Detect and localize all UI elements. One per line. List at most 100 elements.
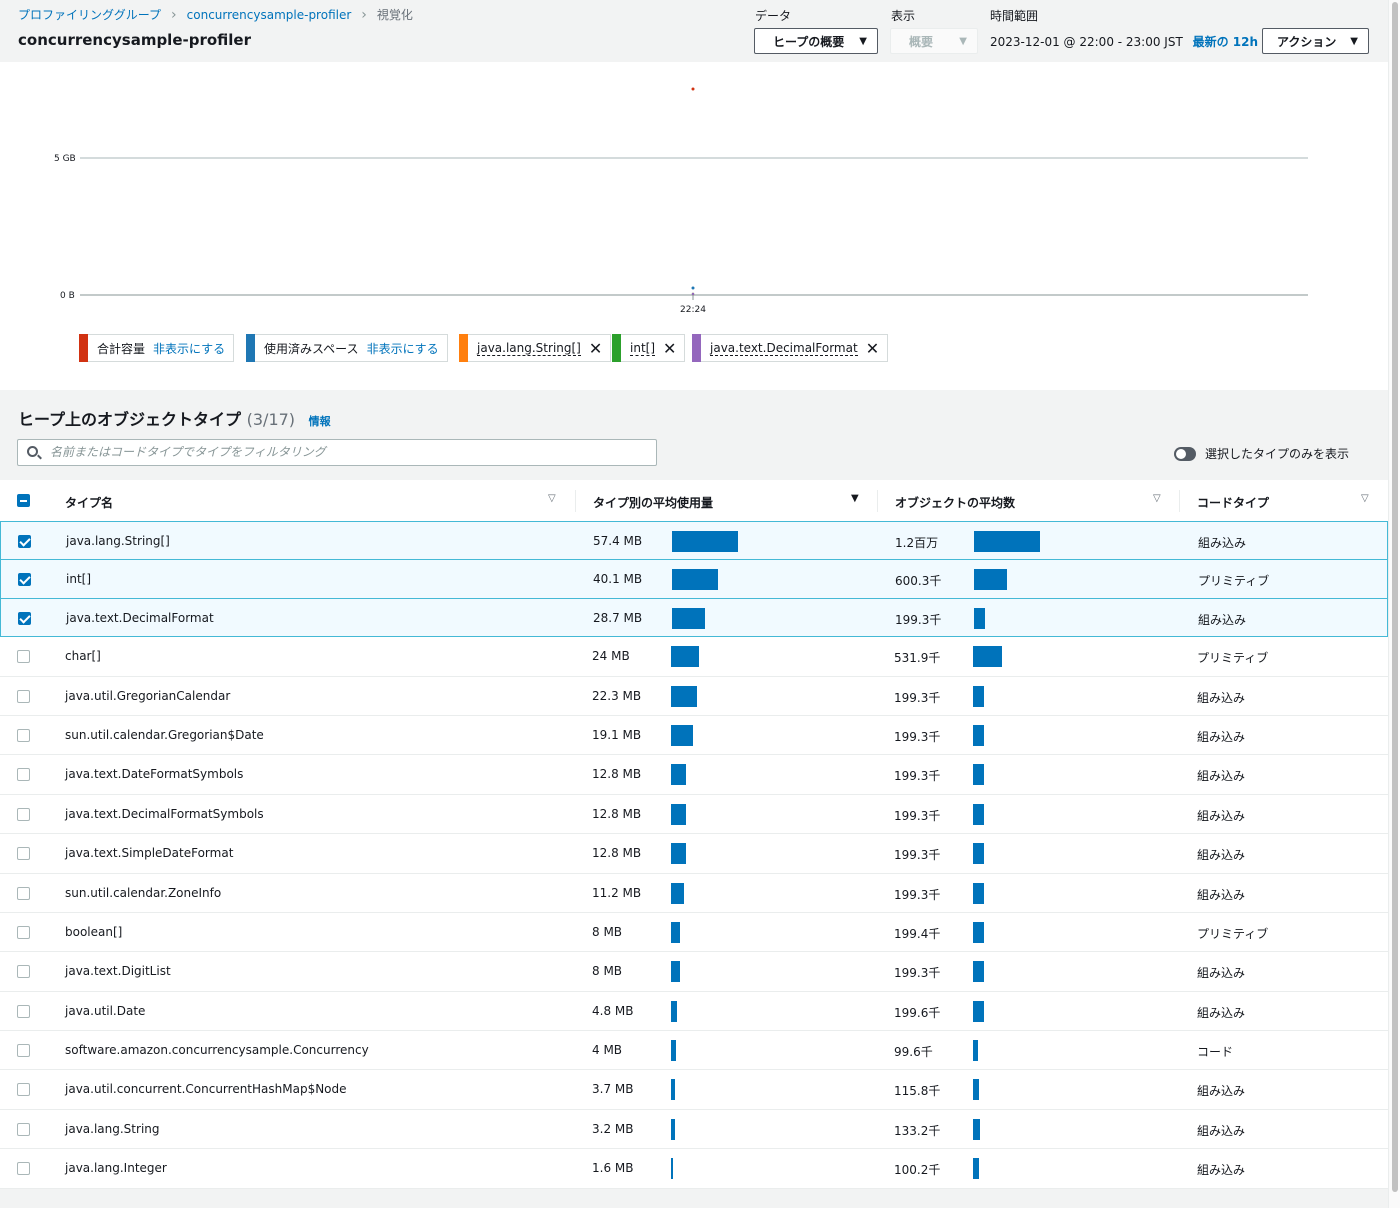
row-checkbox[interactable] bbox=[17, 768, 30, 782]
info-link[interactable]: 情報 bbox=[308, 415, 331, 428]
breadcrumb-chevron-icon: › bbox=[171, 6, 177, 23]
col-header-avg-count[interactable]: オブジェクトの平均数 bbox=[895, 496, 1016, 510]
count-bar bbox=[973, 685, 984, 707]
row-checkbox[interactable] bbox=[17, 728, 30, 742]
table-row[interactable]: boolean[] 8 MB 199.4千 プリミティブ bbox=[0, 913, 1388, 953]
cell-avg-usage: 40.1 MB bbox=[593, 572, 643, 587]
table-row[interactable]: char[] 24 MB 531.9千 プリミティブ bbox=[0, 637, 1388, 677]
close-icon[interactable]: ✕ bbox=[588, 338, 603, 358]
row-checkbox[interactable] bbox=[18, 611, 31, 625]
row-checkbox[interactable] bbox=[18, 535, 31, 548]
row-checkbox[interactable] bbox=[17, 847, 30, 861]
filter-input[interactable]: 名前またはコードタイプでタイプをフィルタリング bbox=[17, 439, 657, 466]
col-header-avg-usage[interactable]: タイプ別の平均使用量 bbox=[593, 496, 714, 510]
action-button[interactable]: アクション ▼ bbox=[1262, 28, 1369, 54]
action-button-label: アクション bbox=[1277, 34, 1337, 49]
table-row[interactable]: sun.util.calendar.ZoneInfo 11.2 MB 199.3千 組… bbox=[0, 874, 1388, 913]
usage-bar bbox=[672, 607, 705, 629]
table-row[interactable]: java.lang.String 3.2 MB 133.2千 組み込み bbox=[0, 1110, 1388, 1150]
table-row[interactable]: java.util.Date 4.8 MB 199.6千 組み込み bbox=[0, 992, 1388, 1032]
cell-avg-usage: 24 MB bbox=[592, 649, 630, 664]
row-checkbox[interactable] bbox=[17, 807, 30, 821]
usage-bar bbox=[671, 882, 684, 904]
breadcrumb-chevron-icon: › bbox=[361, 6, 367, 23]
time-range: 2023-12-01 @ 22:00 - 23:00 JST 最新の 12h ▾ bbox=[990, 33, 1268, 50]
table-row[interactable]: java.util.GregorianCalendar 22.3 MB 199.3千… bbox=[0, 677, 1388, 716]
count-bar bbox=[973, 1040, 978, 1062]
sort-desc-icon[interactable]: ▼ bbox=[851, 493, 859, 504]
cell-avg-usage: 28.7 MB bbox=[593, 610, 643, 625]
count-bar bbox=[973, 882, 984, 904]
time-range-preset-link[interactable]: 最新の 12h ▾ bbox=[1192, 35, 1269, 49]
cell-type-name: java.util.GregorianCalendar bbox=[65, 688, 231, 703]
table-row[interactable]: java.text.DecimalFormat 28.7 MB 199.3千 組み込み bbox=[0, 597, 1388, 638]
cell-type-name: java.lang.Integer bbox=[65, 1161, 167, 1176]
select-all-checkbox[interactable] bbox=[17, 494, 30, 507]
data-dropdown[interactable]: ヒープの概要 ▼ bbox=[754, 28, 878, 54]
row-checkbox[interactable] bbox=[17, 925, 30, 939]
table-header: タイプ名 ▽ タイプ別の平均使用量 ▼ オブジェクトの平均数 ▽ コードタイプ … bbox=[0, 480, 1388, 522]
chart-panel: 5 GB 0 B 22:24 合計容量 非表示にする 使用済みスペース 非表示に… bbox=[0, 62, 1388, 390]
col-header-type-name[interactable]: タイプ名 bbox=[65, 496, 114, 510]
table-row[interactable]: java.text.DigitList 8 MB 199.3千 組み込み bbox=[0, 952, 1388, 992]
sort-icon[interactable]: ▽ bbox=[1361, 493, 1369, 504]
row-checkbox[interactable] bbox=[17, 965, 30, 979]
hide-total-capacity-link[interactable]: 非表示にする bbox=[153, 341, 226, 356]
row-checkbox[interactable] bbox=[17, 886, 30, 900]
table-row[interactable]: java.lang.String[] 57.4 MB 1.2百万 組み込み bbox=[0, 521, 1388, 561]
usage-bar bbox=[671, 803, 686, 825]
cell-type-name: java.util.concurrent.ConcurrentHashMap$N… bbox=[65, 1082, 347, 1097]
cell-code-type: 組み込み bbox=[1197, 1163, 1246, 1178]
breadcrumb-profiler[interactable]: concurrencysample-profiler bbox=[186, 7, 352, 22]
row-checkbox[interactable] bbox=[17, 1162, 30, 1176]
cell-avg-count: 199.4千 bbox=[894, 926, 941, 941]
sort-icon[interactable]: ▽ bbox=[1153, 493, 1161, 504]
col-header-code-type[interactable]: コードタイプ bbox=[1197, 496, 1270, 510]
close-icon[interactable]: ✕ bbox=[663, 338, 677, 358]
hide-used-space-link[interactable]: 非表示にする bbox=[366, 341, 439, 356]
table-row[interactable]: java.text.SimpleDateFormat 12.8 MB 199.3千 組… bbox=[0, 834, 1388, 874]
table-row[interactable]: java.text.DateFormatSymbols 12.8 MB 199.3千… bbox=[0, 755, 1388, 795]
view-label: 表示 bbox=[891, 9, 916, 23]
sort-icon[interactable]: ▽ bbox=[548, 493, 556, 504]
table-row[interactable]: java.util.concurrent.ConcurrentHashMap$N… bbox=[0, 1070, 1388, 1110]
cell-avg-usage: 8 MB bbox=[592, 924, 623, 939]
table-row[interactable]: java.text.DecimalFormatSymbols 12.8 MB 199… bbox=[0, 795, 1388, 835]
legend-item-int-array: int[] ✕ bbox=[612, 334, 686, 362]
cell-avg-count: 199.3千 bbox=[894, 729, 941, 744]
cell-code-type: 組み込み bbox=[1197, 769, 1246, 784]
page-scrollbar[interactable] bbox=[1388, 0, 1400, 1208]
table-row[interactable]: java.lang.Integer 1.6 MB 100.2千 組み込み bbox=[0, 1149, 1388, 1189]
count-bar bbox=[973, 724, 984, 746]
cell-avg-count: 99.6千 bbox=[894, 1045, 933, 1060]
row-checkbox[interactable] bbox=[17, 1122, 30, 1136]
table-row[interactable]: sun.util.calendar.Gregorian$Date 19.1 MB 1… bbox=[0, 716, 1388, 756]
cell-code-type: 組み込み bbox=[1197, 808, 1246, 823]
table-row[interactable]: int[] 40.1 MB 600.3千 プリミティブ bbox=[0, 559, 1388, 599]
usage-bar bbox=[671, 1079, 675, 1101]
row-checkbox[interactable] bbox=[17, 1004, 30, 1018]
breadcrumb-profiling-groups[interactable]: プロファイリンググループ bbox=[18, 8, 162, 22]
close-icon[interactable]: ✕ bbox=[865, 338, 880, 358]
legend-label[interactable]: java.text.DecimalFormat bbox=[710, 340, 858, 356]
table-row[interactable]: software.amazon.concurrencysample.Concur… bbox=[0, 1031, 1388, 1071]
usage-bar bbox=[672, 569, 718, 591]
count-bar bbox=[973, 1118, 980, 1140]
view-dropdown[interactable]: 概要 ▼ bbox=[890, 28, 978, 54]
cell-type-name: java.text.DecimalFormatSymbols bbox=[65, 806, 264, 821]
cell-avg-count: 199.3千 bbox=[894, 808, 941, 823]
legend-label[interactable]: int[] bbox=[630, 340, 656, 356]
caret-down-icon: ▼ bbox=[859, 35, 867, 47]
legend-label[interactable]: java.lang.String[] bbox=[477, 340, 581, 356]
row-checkbox[interactable] bbox=[17, 650, 30, 664]
usage-bar bbox=[671, 921, 680, 943]
count-bar bbox=[973, 1000, 984, 1022]
cell-type-name: char[] bbox=[65, 649, 101, 664]
row-checkbox[interactable] bbox=[18, 573, 31, 587]
row-checkbox[interactable] bbox=[17, 1044, 30, 1058]
cell-avg-usage: 57.4 MB bbox=[593, 534, 643, 548]
row-checkbox[interactable] bbox=[17, 1083, 30, 1097]
row-checkbox[interactable] bbox=[17, 689, 30, 703]
selected-only-toggle[interactable] bbox=[1174, 446, 1196, 461]
scrollbar-thumb[interactable] bbox=[1392, 2, 1398, 1192]
